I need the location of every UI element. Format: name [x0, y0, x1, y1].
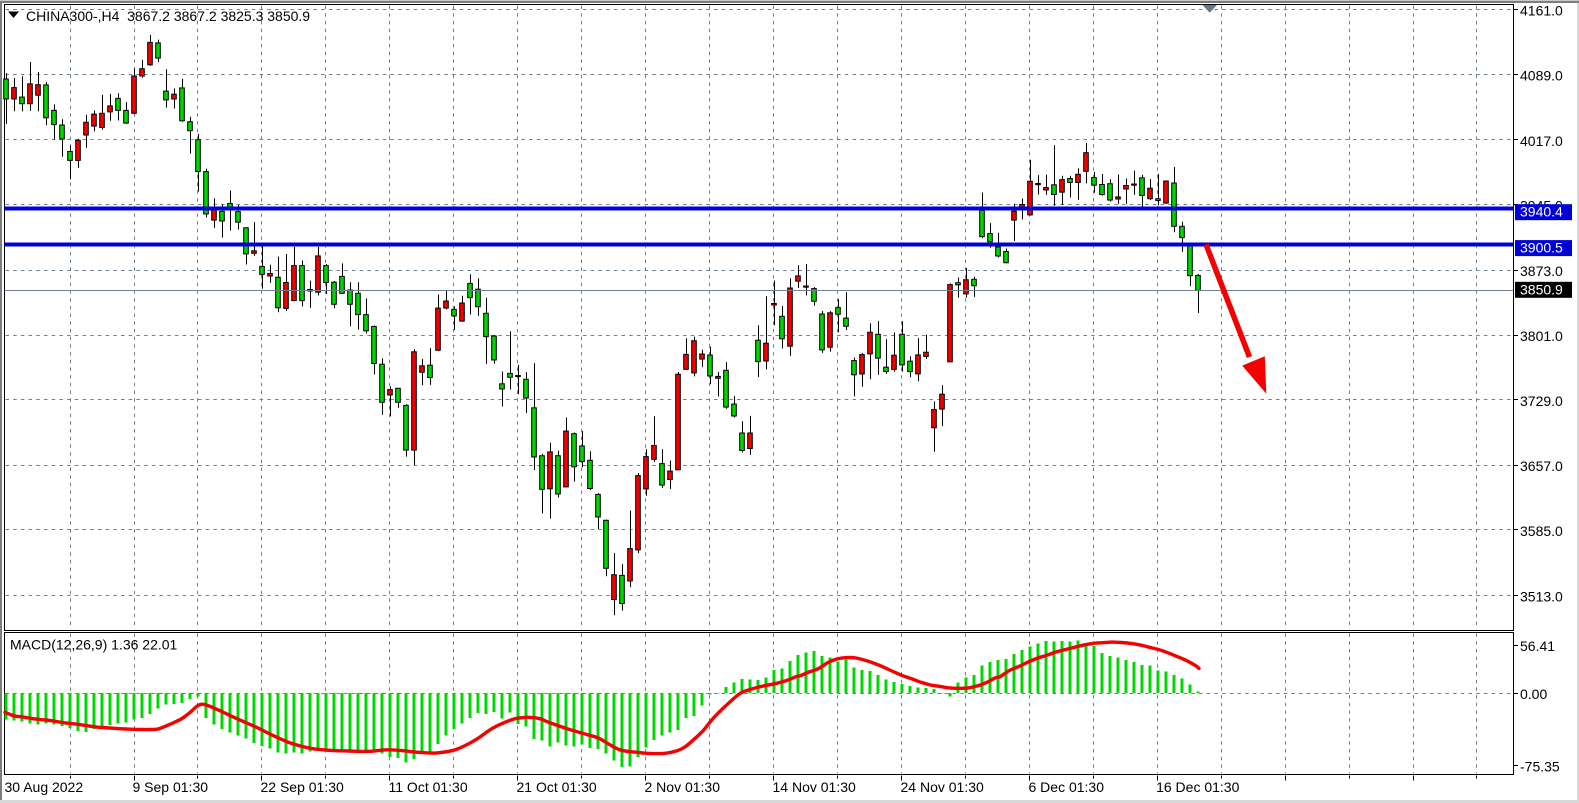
- svg-text:-75.35: -75.35: [1520, 759, 1560, 775]
- svg-text:4161.0: 4161.0: [1520, 3, 1563, 19]
- svg-text:21 Oct 01:30: 21 Oct 01:30: [517, 779, 597, 795]
- svg-text:CHINA300-,H4 3867.2 3867.2 38: CHINA300-,H4 3867.2 3867.2 3825.3 3850.9: [26, 8, 310, 24]
- svg-text:3940.4: 3940.4: [1520, 204, 1563, 220]
- svg-text:3873.0: 3873.0: [1520, 263, 1563, 279]
- svg-text:MACD(12,26,9) 1.36 22.01: MACD(12,26,9) 1.36 22.01: [10, 637, 178, 653]
- svg-text:3513.0: 3513.0: [1520, 588, 1563, 604]
- svg-text:9 Sep 01:30: 9 Sep 01:30: [133, 779, 209, 795]
- svg-text:0.00: 0.00: [1520, 686, 1547, 702]
- svg-text:3900.5: 3900.5: [1520, 240, 1563, 256]
- svg-text:3801.0: 3801.0: [1520, 328, 1563, 344]
- svg-text:30 Aug 2022: 30 Aug 2022: [5, 779, 84, 795]
- svg-text:3657.0: 3657.0: [1520, 458, 1563, 474]
- svg-text:3729.0: 3729.0: [1520, 393, 1563, 409]
- svg-text:3585.0: 3585.0: [1520, 523, 1563, 539]
- svg-text:4017.0: 4017.0: [1520, 133, 1563, 149]
- svg-text:16 Dec 01:30: 16 Dec 01:30: [1156, 779, 1239, 795]
- svg-text:24 Nov 01:30: 24 Nov 01:30: [901, 779, 984, 795]
- svg-text:3850.9: 3850.9: [1520, 281, 1563, 297]
- svg-text:6 Dec 01:30: 6 Dec 01:30: [1029, 779, 1105, 795]
- svg-text:2 Nov 01:30: 2 Nov 01:30: [645, 779, 721, 795]
- svg-text:56.41: 56.41: [1520, 638, 1555, 654]
- svg-text:22 Sep 01:30: 22 Sep 01:30: [261, 779, 345, 795]
- svg-text:14 Nov 01:30: 14 Nov 01:30: [773, 779, 856, 795]
- svg-text:4089.0: 4089.0: [1520, 68, 1563, 84]
- svg-text:11 Oct 01:30: 11 Oct 01:30: [389, 779, 468, 795]
